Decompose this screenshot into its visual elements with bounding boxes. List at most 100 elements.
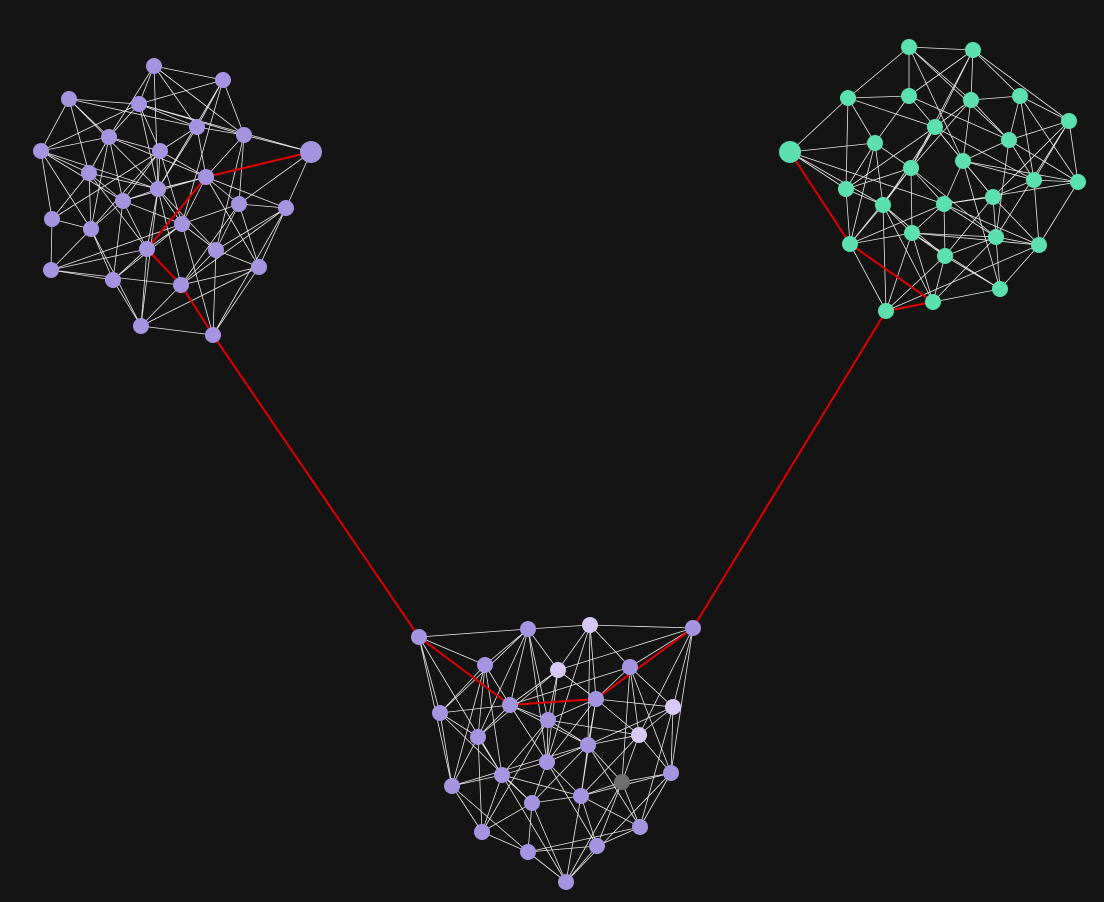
edge (943, 203, 1040, 246)
edge (847, 46, 910, 99)
edge (972, 49, 1021, 97)
edge (451, 785, 483, 833)
edge (108, 136, 124, 202)
edge (138, 103, 161, 152)
node (502, 697, 518, 713)
node (278, 200, 294, 216)
edge (587, 706, 674, 746)
edge (565, 781, 623, 883)
path-edge (509, 698, 597, 706)
edge (527, 628, 559, 671)
edge (451, 744, 589, 787)
edge (962, 160, 1079, 183)
edge (40, 98, 70, 152)
edge (509, 669, 559, 706)
edge (589, 624, 597, 700)
edge (970, 99, 1010, 141)
node (988, 229, 1004, 245)
edge (589, 624, 631, 668)
node (81, 165, 97, 181)
edge (40, 136, 110, 152)
edge (992, 120, 1070, 198)
edge (157, 126, 198, 190)
edge (995, 139, 1010, 238)
edge (587, 744, 623, 783)
edge (629, 666, 640, 736)
edge (122, 150, 161, 202)
node (236, 127, 252, 143)
edge (68, 98, 198, 128)
node (925, 294, 941, 310)
edge (962, 99, 972, 162)
nodes (33, 39, 1086, 890)
edge (205, 176, 260, 268)
edge (477, 664, 486, 738)
node (146, 58, 162, 74)
edge (51, 172, 90, 220)
edge (451, 785, 529, 853)
edge (565, 772, 672, 883)
edge (638, 734, 672, 774)
node (963, 92, 979, 108)
node (520, 844, 536, 860)
edge (50, 228, 92, 271)
edge (587, 734, 640, 746)
edge (845, 142, 876, 190)
path-edge (146, 248, 182, 286)
edge (153, 65, 159, 190)
edge (1008, 139, 1079, 183)
node (992, 281, 1008, 297)
edge (451, 774, 503, 787)
edge (943, 181, 1079, 205)
edge (908, 46, 1010, 141)
edge (789, 151, 884, 206)
edge (205, 176, 287, 209)
edge (527, 624, 591, 630)
edge (527, 628, 549, 721)
edge (90, 150, 161, 230)
edge (911, 232, 1040, 246)
node (580, 737, 596, 753)
edge (882, 204, 934, 303)
node (1026, 172, 1042, 188)
edge (849, 203, 945, 245)
edge (962, 160, 1035, 181)
node (838, 181, 854, 197)
edge (50, 218, 53, 271)
edge (595, 698, 640, 736)
edge (908, 49, 974, 97)
node (174, 216, 190, 232)
node (494, 767, 510, 783)
path-edge (692, 310, 887, 629)
node (589, 838, 605, 854)
path-edge (146, 176, 207, 250)
edge (847, 95, 910, 99)
edge (477, 736, 483, 833)
node (411, 629, 427, 645)
edge (970, 95, 1021, 101)
edge (157, 79, 224, 190)
node (61, 91, 77, 107)
edge (845, 126, 936, 190)
edge (587, 744, 641, 828)
edge (215, 207, 287, 251)
node (520, 621, 536, 637)
edge (670, 706, 674, 774)
edge (138, 103, 312, 153)
edge (885, 232, 913, 312)
node (550, 662, 566, 678)
edge (557, 627, 694, 671)
edge (580, 795, 598, 847)
node (474, 824, 490, 840)
edge (970, 49, 974, 101)
edge (587, 624, 591, 746)
edge (546, 624, 591, 763)
edge (885, 244, 1040, 312)
node (685, 620, 701, 636)
edge (140, 325, 214, 336)
edge (531, 795, 582, 804)
edge (589, 624, 694, 629)
edge (90, 136, 110, 230)
edge (180, 266, 260, 286)
edge (911, 232, 934, 303)
